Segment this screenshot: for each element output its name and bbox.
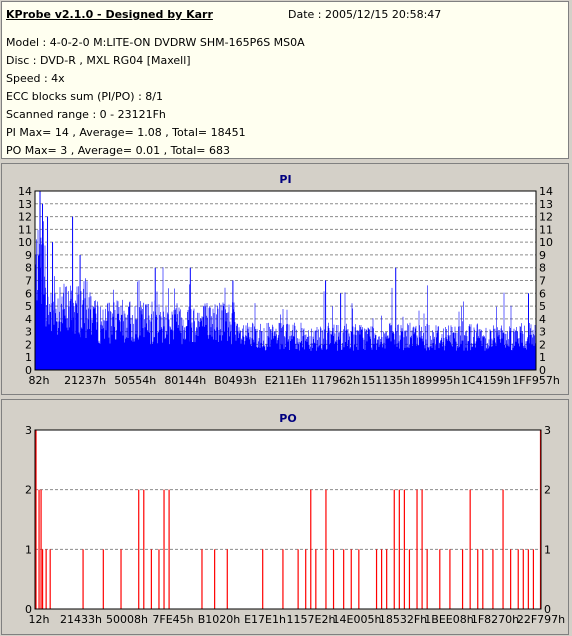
pi-ytick-left: 7 (25, 275, 32, 288)
pi-ytick-right: 14 (539, 185, 553, 198)
pi-ytick-left: 5 (25, 300, 32, 313)
po-ytick-left: 0 (25, 603, 32, 616)
pi-ytick-left: 10 (18, 236, 32, 249)
pi-ytick-left: 8 (25, 262, 32, 275)
po-xtick-label: 7FE45h (152, 613, 193, 626)
pi-ytick-right: 9 (539, 249, 546, 262)
pi-ytick-left: 13 (18, 198, 32, 211)
info-speed: Speed : 4x (6, 72, 65, 85)
pi-chart-panel: PI 0 0 1 1 2 2 3 3 4 4 5 5 6 6 7 7 8 8 9 9 10 10 11 11 12 12 13 13 14… (1, 163, 569, 395)
pi-ytick-right: 10 (539, 236, 553, 249)
pi-xtick-label: 21237h (64, 374, 106, 387)
pi-ytick-left: 4 (25, 313, 32, 326)
pi-ytick-right: 1 (539, 351, 546, 364)
pi-ytick-right: 5 (539, 300, 546, 313)
pi-ytick-right: 7 (539, 275, 546, 288)
pi-ytick-right: 6 (539, 287, 546, 300)
po-xtick-label: 1F8270h (471, 613, 519, 626)
pi-xtick-label: 189995h (411, 374, 460, 387)
po-ytick-right: 3 (544, 424, 551, 437)
po-ytick-left: 1 (25, 543, 32, 556)
po-xtick-label: 18532Fh (379, 613, 427, 626)
info-pi-stats: PI Max= 14 , Average= 1.08 , Total= 1845… (6, 126, 246, 139)
pi-xtick-label: B0493h (214, 374, 257, 387)
pi-ytick-right: 11 (539, 223, 553, 236)
pi-xtick-label: 1FF957h (512, 374, 560, 387)
po-xtick-label: 1BEE08h (424, 613, 473, 626)
pi-ytick-left: 0 (25, 364, 32, 377)
po-ytick-left: 3 (25, 424, 32, 437)
po-xtick-label: 21433h (60, 613, 102, 626)
info-disc: Disc : DVD-R , MXL RG04 [Maxell] (6, 54, 191, 67)
pi-ytick-left: 14 (18, 185, 32, 198)
pi-ytick-right: 13 (539, 198, 553, 211)
pi-ytick-right: 4 (539, 313, 546, 326)
pi-xtick-label: 1C4159h (461, 374, 511, 387)
po-title: PO (279, 412, 296, 425)
pi-ytick-left: 12 (18, 211, 32, 224)
po-ytick-left: 2 (25, 484, 32, 497)
app-title: KProbe v2.1.0 - Designed by Karr (6, 8, 213, 21)
po-xtick-label: 50008h (106, 613, 148, 626)
pi-ytick-right: 0 (539, 364, 546, 377)
pi-title: PI (279, 173, 291, 186)
pi-ytick-right: 12 (539, 211, 553, 224)
po-xtick-label: 1157E2h (287, 613, 336, 626)
pi-xtick-label: 82h (29, 374, 50, 387)
pi-xtick-label: 151135h (361, 374, 410, 387)
disc-info-panel: KProbe v2.1.0 - Designed by Karr Date : … (1, 1, 569, 159)
po-frame (34, 429, 542, 610)
pi-xtick-label: 117962h (311, 374, 360, 387)
info-ecc: ECC blocks sum (PI/PO) : 8/1 (6, 90, 163, 103)
scan-date: Date : 2005/12/15 20:58:47 (288, 8, 442, 21)
pi-ytick-left: 11 (18, 223, 32, 236)
pi-frame (34, 190, 537, 371)
pi-ytick-left: 1 (25, 351, 32, 364)
po-xtick-label: 12h (29, 613, 50, 626)
po-ytick-right: 1 (544, 543, 551, 556)
pi-ytick-right: 2 (539, 338, 546, 351)
po-chart-panel: PO 0 0 1 1 2 2 3 3 12h 21433h 50008h 7FE45h B1020h E17… (1, 399, 569, 635)
po-xtick-label: 22F797h (517, 613, 565, 626)
info-range: Scanned range : 0 - 23121Fh (6, 108, 166, 121)
po-ytick-right: 0 (544, 603, 551, 616)
pi-ytick-right: 8 (539, 262, 546, 275)
po-chart: PO 0 0 1 1 2 2 3 3 12h 21433h 50008h 7FE45h B1020h E17… (25, 412, 565, 626)
po-xtick-label: E17E1h (244, 613, 286, 626)
pi-ytick-left: 6 (25, 287, 32, 300)
info-po-stats: PO Max= 3 , Average= 0.01 , Total= 683 (6, 144, 230, 157)
po-ytick-right: 2 (544, 484, 551, 497)
pi-xtick-label: 50554h (114, 374, 156, 387)
po-plot-area (34, 429, 542, 610)
po-xtick-label: B1020h (198, 613, 241, 626)
po-xtick-label: 14E005h (333, 613, 382, 626)
pi-xtick-label: E211Eh (265, 374, 307, 387)
pi-ytick-left: 3 (25, 326, 32, 339)
pi-ytick-left: 9 (25, 249, 32, 262)
pi-xtick-label: 80144h (164, 374, 206, 387)
pi-ytick-left: 2 (25, 338, 32, 351)
info-model: Model : 4-0-2-0 M:LITE-ON DVDRW SHM-165P… (6, 36, 305, 49)
pi-ytick-right: 3 (539, 326, 546, 339)
